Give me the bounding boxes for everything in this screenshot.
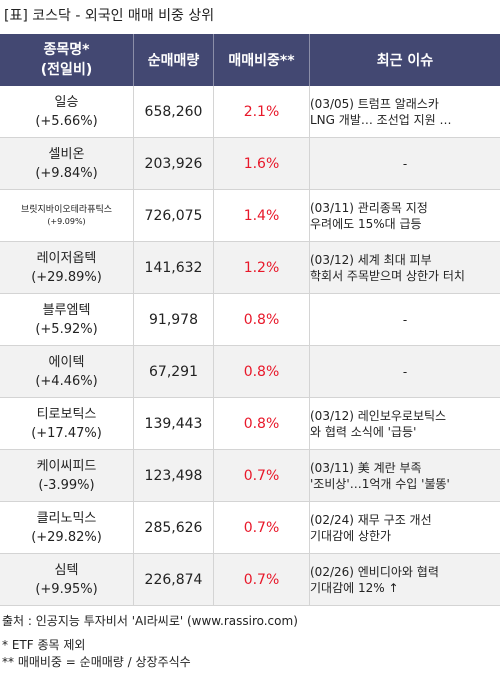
issue-line-1: -: [402, 364, 408, 379]
page-title: [표] 코스닥 - 외국인 매매 비중 상위: [4, 8, 215, 24]
foreign-trading-table: 종목명* (전일비) 순매매량 매매비중** 최근 이슈 일승 (+5.66%) 6…: [0, 34, 500, 606]
trade-ratio: 1.2%: [214, 242, 310, 294]
table-row: 케이씨피드 (-3.99%) 123,498 0.7% (03/11) 美 계란 부족 '…: [0, 450, 500, 502]
net-volume: 91,978: [134, 294, 214, 346]
source-note: 출처 : 인공지능 투자비서 'AI라씨로' (www.rassiro.com): [2, 614, 298, 628]
table-row: 블루엠텍 (+5.92%) 91,978 0.8% -: [0, 294, 500, 346]
stock-name-cell: 에이텍 (+4.46%): [0, 346, 134, 398]
stock-name-cell: 티로보틱스 (+17.47%): [0, 398, 134, 450]
issue-line-1: -: [402, 312, 408, 327]
recent-issue: (03/05) 트럼프 알래스카 LNG 개발… 조선업 지원 …: [310, 86, 500, 138]
stock-name: 티로보틱스: [36, 406, 97, 422]
net-volume: 139,443: [134, 398, 214, 450]
trade-ratio: 0.8%: [214, 398, 310, 450]
stock-change: (+5.92%): [35, 321, 98, 337]
header-volume: 순매매량: [134, 34, 214, 86]
header-name: 종목명* (전일비): [0, 34, 134, 86]
recent-issue: (03/12) 레인보우로보틱스 와 협력 소식에 '급등': [310, 398, 500, 450]
stock-name-cell: 심텍 (+9.95%): [0, 554, 134, 606]
issue-line-1: (02/26) 엔비디아와 협력: [310, 564, 439, 579]
trade-ratio: 0.8%: [214, 294, 310, 346]
issue-line-2: LNG 개발… 조선업 지원 …: [310, 112, 452, 127]
issue-line-1: (03/11) 관리종목 지정: [310, 200, 428, 215]
trade-ratio: 0.7%: [214, 554, 310, 606]
footnote-ratio: ** 매매비중 = 순매매량 / 상장주식수: [2, 655, 191, 669]
stock-change: (+4.46%): [35, 373, 98, 389]
issue-line-1: (03/12) 세계 최대 피부: [310, 252, 432, 267]
stock-name-cell: 셀비온 (+9.84%): [0, 138, 134, 190]
stock-name-cell: 브릿지바이오테라퓨틱스 (+9.09%): [0, 190, 134, 242]
net-volume: 141,632: [134, 242, 214, 294]
trade-ratio: 1.4%: [214, 190, 310, 242]
table-header-row: 종목명* (전일비) 순매매량 매매비중** 최근 이슈: [0, 34, 500, 86]
trade-ratio: 1.6%: [214, 138, 310, 190]
issue-line-1: -: [402, 156, 408, 171]
stock-change: (+17.47%): [31, 425, 102, 441]
header-name-line1: 종목명*: [43, 42, 90, 58]
stock-change: (+5.66%): [35, 113, 98, 129]
net-volume: 285,626: [134, 502, 214, 554]
net-volume: 658,260: [134, 86, 214, 138]
stock-name-cell: 클리노믹스 (+29.82%): [0, 502, 134, 554]
issue-line-1: (03/12) 레인보우로보틱스: [310, 408, 447, 423]
recent-issue: -: [310, 346, 500, 398]
table-row: 심텍 (+9.95%) 226,874 0.7% (02/26) 엔비디아와 협력 기대…: [0, 554, 500, 606]
stock-change: (+9.84%): [35, 165, 98, 181]
issue-line-2: 기대감에 12% ↑: [310, 580, 399, 595]
table-row: 레이저옵텍 (+29.89%) 141,632 1.2% (03/12) 세계 최대 피…: [0, 242, 500, 294]
recent-issue: (03/11) 관리종목 지정 우려에도 15%대 급등: [310, 190, 500, 242]
issue-line-1: (03/11) 美 계란 부족: [310, 460, 422, 475]
table-row: 티로보틱스 (+17.47%) 139,443 0.8% (03/12) 레인보우로보틱…: [0, 398, 500, 450]
issue-line-2: 학회서 주목받으며 상한가 터치: [310, 268, 465, 283]
stock-name: 블루엠텍: [42, 302, 91, 318]
stock-name: 에이텍: [48, 354, 85, 370]
stock-change: (+9.09%): [47, 216, 86, 226]
stock-name: 브릿지바이오테라퓨틱스: [20, 204, 113, 215]
trade-ratio: 0.8%: [214, 346, 310, 398]
stock-name-cell: 케이씨피드 (-3.99%): [0, 450, 134, 502]
net-volume: 123,498: [134, 450, 214, 502]
issue-line-2: 와 협력 소식에 '급등': [310, 424, 417, 439]
stock-name: 레이저옵텍: [36, 250, 97, 266]
trade-ratio: 0.7%: [214, 450, 310, 502]
stock-name: 셀비온: [48, 146, 85, 162]
header-issue: 최근 이슈: [310, 34, 500, 86]
stock-name: 일승: [54, 94, 79, 110]
header-ratio: 매매비중**: [214, 34, 310, 86]
net-volume: 726,075: [134, 190, 214, 242]
stock-change: (+9.95%): [35, 581, 98, 597]
trade-ratio: 2.1%: [214, 86, 310, 138]
stock-change: (-3.99%): [38, 477, 95, 493]
footnote-etf: * ETF 종목 제외: [2, 638, 86, 652]
net-volume: 226,874: [134, 554, 214, 606]
net-volume: 203,926: [134, 138, 214, 190]
stock-name: 심텍: [54, 562, 79, 578]
stock-name: 클리노믹스: [36, 510, 97, 526]
issue-line-2: 우려에도 15%대 급등: [310, 216, 422, 231]
issue-line-1: (03/05) 트럼프 알래스카: [310, 96, 439, 111]
table-row: 브릿지바이오테라퓨틱스 (+9.09%) 726,075 1.4% (03/11) 관리…: [0, 190, 500, 242]
recent-issue: -: [310, 294, 500, 346]
stock-change: (+29.89%): [31, 269, 102, 285]
stock-name-cell: 블루엠텍 (+5.92%): [0, 294, 134, 346]
stock-name-cell: 레이저옵텍 (+29.89%): [0, 242, 134, 294]
table-row: 셀비온 (+9.84%) 203,926 1.6% -: [0, 138, 500, 190]
recent-issue: (02/24) 재무 구조 개선 기대감에 상한가: [310, 502, 500, 554]
net-volume: 67,291: [134, 346, 214, 398]
recent-issue: -: [310, 138, 500, 190]
stock-name-cell: 일승 (+5.66%): [0, 86, 134, 138]
table-row: 클리노믹스 (+29.82%) 285,626 0.7% (02/24) 재무 구조 개…: [0, 502, 500, 554]
stock-change: (+29.82%): [31, 529, 102, 545]
header-name-line2: (전일비): [40, 62, 93, 78]
issue-line-1: (02/24) 재무 구조 개선: [310, 512, 432, 527]
table-row: 에이텍 (+4.46%) 67,291 0.8% -: [0, 346, 500, 398]
stock-name: 케이씨피드: [36, 458, 97, 474]
issue-line-2: '조비상'…1억개 수입 '불똥': [310, 476, 450, 491]
recent-issue: (03/12) 세계 최대 피부 학회서 주목받으며 상한가 터치: [310, 242, 500, 294]
recent-issue: (03/11) 美 계란 부족 '조비상'…1억개 수입 '불똥': [310, 450, 500, 502]
trade-ratio: 0.7%: [214, 502, 310, 554]
issue-line-2: 기대감에 상한가: [310, 528, 392, 543]
table-row: 일승 (+5.66%) 658,260 2.1% (03/05) 트럼프 알래스카 LNG…: [0, 86, 500, 138]
recent-issue: (02/26) 엔비디아와 협력 기대감에 12% ↑: [310, 554, 500, 606]
